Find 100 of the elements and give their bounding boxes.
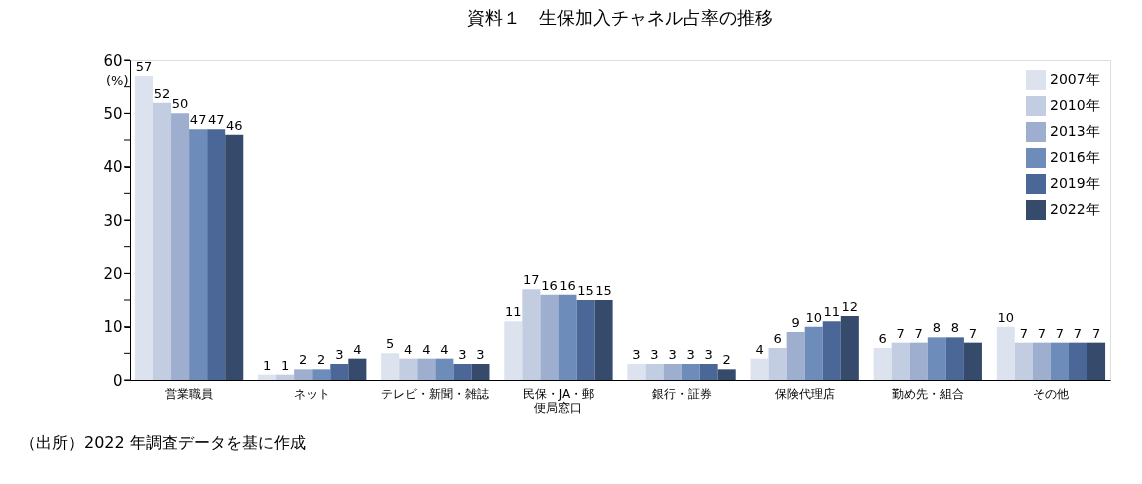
bar (171, 113, 190, 380)
x-tick-label: 民保・JA・郵便局窓口 (522, 386, 595, 415)
bar (768, 348, 787, 380)
data-label: 50 (171, 96, 189, 112)
bar (594, 300, 613, 380)
bar (453, 364, 472, 380)
data-label: 1 (262, 357, 272, 373)
data-label: 47 (189, 112, 207, 128)
bar (804, 326, 823, 380)
bar (663, 364, 682, 380)
bar (576, 300, 595, 380)
x-tick-label: 銀行・証券 (651, 386, 712, 401)
bar (540, 294, 559, 380)
data-label: 8 (950, 320, 960, 336)
data-label: 3 (686, 347, 695, 362)
data-label: 3 (632, 347, 641, 362)
y-tick-label: 50 (103, 104, 123, 123)
bar (417, 358, 436, 380)
x-tick-label: テレビ・新聞・雑誌 (381, 386, 490, 401)
data-label: 3 (704, 347, 713, 362)
data-label: 4 (422, 341, 431, 357)
data-label: 46 (225, 117, 243, 133)
bar (1087, 342, 1106, 380)
bar (471, 364, 490, 380)
data-label: 3 (650, 347, 659, 362)
legend-label: 2016年 (1050, 149, 1100, 165)
x-tick-label: 保険代理店 (774, 386, 835, 401)
bar (330, 364, 349, 380)
data-label: 9 (791, 315, 800, 330)
bar (963, 342, 982, 380)
data-label: 57 (135, 59, 153, 74)
bar (645, 364, 664, 380)
y-axis-title: (%) (106, 72, 129, 88)
bar (1014, 342, 1033, 380)
data-label: 4 (755, 341, 764, 357)
data-label: 6 (878, 331, 887, 346)
data-label: 7 (914, 325, 923, 341)
data-label: 52 (153, 85, 171, 101)
data-label: 7 (1037, 325, 1047, 341)
data-label: 6 (773, 331, 782, 346)
chart-title: 資料１ 生保加入チャネル占率の推移 (467, 7, 773, 28)
data-label: 1 (280, 357, 290, 373)
legend-label: 2022年 (1050, 201, 1100, 217)
data-label: 4 (440, 341, 449, 357)
x-tick-label: ネット (294, 386, 331, 401)
x-tick-label: 営業職員 (165, 386, 214, 401)
data-label: 7 (1091, 325, 1101, 341)
bar (909, 342, 928, 380)
bar (152, 102, 172, 380)
bar (1050, 342, 1069, 380)
data-label: 3 (335, 347, 344, 362)
bar (891, 342, 910, 380)
bar (822, 321, 841, 380)
y-tick-label: 0 (112, 371, 123, 390)
bar (225, 134, 244, 380)
bar (681, 364, 700, 380)
bar (558, 294, 577, 380)
bar (945, 337, 964, 380)
bar (717, 369, 736, 380)
y-tick-label: 60 (103, 51, 123, 70)
data-label: 3 (476, 347, 485, 362)
data-label: 7 (1055, 325, 1065, 341)
data-label: 7 (1019, 325, 1028, 341)
bar (840, 316, 859, 380)
bar (786, 332, 805, 380)
text: （出所）2022 年調査データを基に作成 (20, 433, 306, 452)
data-label: 5 (386, 336, 395, 352)
bar (1068, 342, 1088, 380)
legend-label: 2010年 (1050, 97, 1100, 113)
data-label: 16 (541, 277, 558, 293)
bar (699, 364, 718, 380)
data-label: 7 (968, 325, 978, 341)
data-label: 16 (559, 277, 576, 293)
data-label: 10 (805, 309, 822, 325)
data-label: 7 (1073, 325, 1083, 341)
bar (258, 374, 277, 380)
bar (927, 337, 946, 380)
data-label: 2 (299, 352, 308, 368)
bar (1032, 342, 1051, 380)
data-label: 7 (896, 325, 905, 341)
bar (381, 353, 400, 380)
y-tick-label: 20 (103, 264, 123, 283)
bar (435, 358, 454, 380)
data-label: 47 (207, 112, 225, 128)
legend-label: 2019年 (1050, 175, 1100, 191)
legend-label: 2007年 (1050, 71, 1100, 87)
data-label: 2 (722, 352, 731, 368)
bar (294, 369, 313, 380)
legend-label: 2013年 (1050, 123, 1100, 139)
bar (276, 374, 295, 380)
bar (873, 348, 892, 380)
bar (207, 129, 226, 380)
bar (399, 358, 418, 380)
bar (348, 358, 367, 380)
bar (504, 321, 523, 380)
x-tick-label: 勤め先・組合 (891, 386, 964, 401)
data-label: 11 (823, 304, 841, 320)
data-label: 15 (595, 283, 612, 298)
data-label: 17 (523, 272, 540, 288)
y-tick-label: 10 (103, 318, 123, 337)
